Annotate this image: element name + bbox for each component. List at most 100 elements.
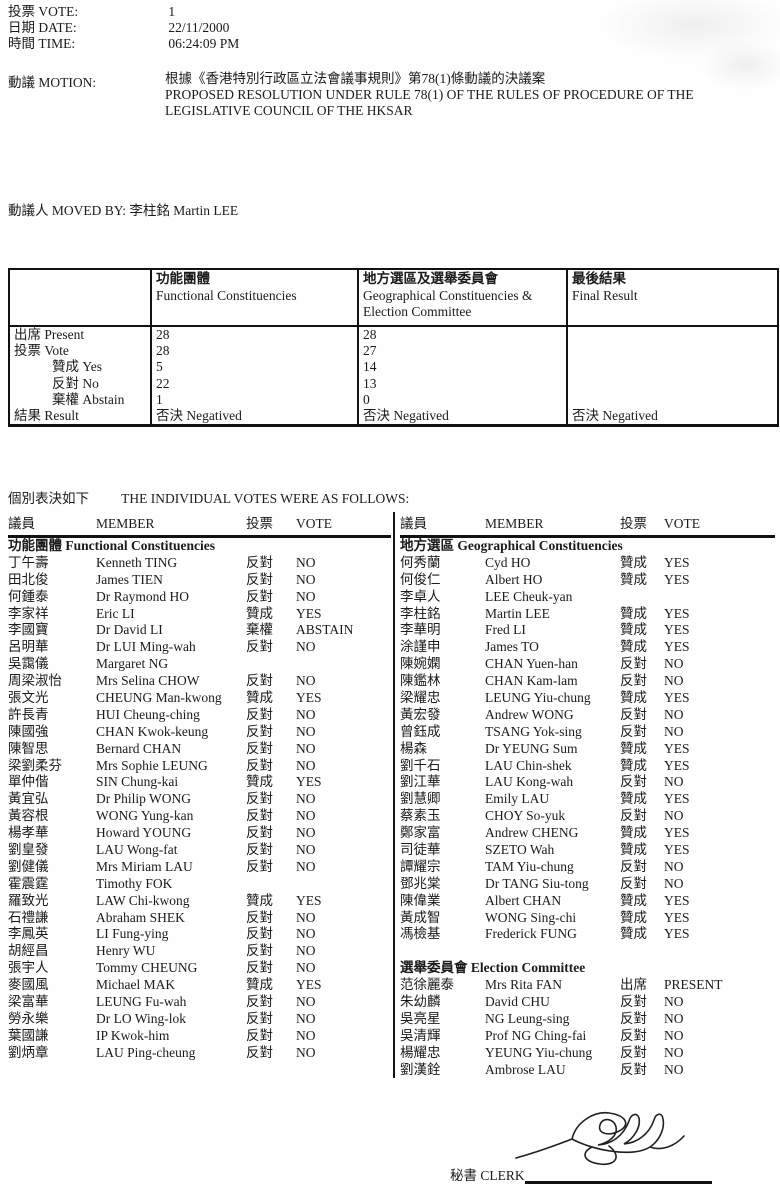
member-name-en: Andrew WONG: [485, 706, 574, 722]
vote-value-en: YES: [296, 892, 322, 908]
vote-value-zh: [620, 589, 664, 606]
member-name-zh: 黃宏發: [400, 706, 441, 722]
vote-value-zh: 贊成: [620, 825, 647, 841]
vote-value-zh: 贊成: [620, 740, 647, 756]
member-name-en: Dr YEUNG Sum: [485, 740, 578, 756]
member-name-en: WONG Sing-chi: [485, 909, 577, 925]
vote-value-zh: 棄權: [246, 622, 273, 638]
vote-value-en: NO: [664, 774, 684, 790]
vote-value-en: YES: [296, 774, 322, 790]
vote-value-en: YES: [664, 690, 690, 706]
member-name-en: Mrs Miriam LAU: [96, 858, 193, 874]
summary-functional-value: 28: [150, 327, 357, 344]
vote-value-en: NO: [296, 1027, 316, 1043]
summary-header-zh: 最後結果: [572, 271, 626, 286]
vote-value-zh: 贊成: [620, 605, 647, 621]
summary-row: 反對 No 22 13: [10, 375, 777, 392]
member-name-zh: 劉千石: [400, 757, 441, 773]
vote-value-en: NO: [296, 825, 316, 841]
vote-value-en: NO: [664, 858, 684, 874]
member-name-zh: 黃成智: [400, 909, 441, 925]
vote-value-en: YES: [664, 926, 690, 942]
votes-rows: 地方選區 Geographical Constituencies 何秀蘭 Cyd…: [400, 538, 775, 1079]
member-name-en: Tommy CHEUNG: [96, 960, 198, 976]
summary-final-value: [566, 391, 777, 408]
vote-value-en: NO: [664, 994, 684, 1010]
vote-value-zh: 反對: [620, 774, 647, 790]
member-name-zh: 張宇人: [8, 960, 49, 976]
member-name-zh: 單仲偕: [8, 774, 49, 790]
summary-header-zh: 地方選區及選舉委員會: [363, 271, 498, 286]
column-divider: [393, 512, 395, 1078]
summary-row-label: 棄權 Abstain: [52, 391, 125, 407]
vote-row: 陳偉業 Albert CHAN 贊成 YES: [400, 893, 775, 910]
member-name-zh: 陳婉嫻: [400, 656, 441, 672]
vote-value-zh: 贊成: [620, 791, 647, 807]
vote-value-en: NO: [296, 639, 316, 655]
vote-value-zh: 反對: [620, 875, 647, 891]
summary-functional-value: 5: [150, 359, 357, 376]
member-name-zh: 范徐麗泰: [400, 977, 454, 993]
vote-row: 李家祥 Eric LI 贊成 YES: [8, 606, 391, 623]
vote-row: 選舉委員會 Election Committee: [400, 960, 775, 977]
motion-block: 動議 MOTION: 根據《香港特別行政區立法會議事規則》第78(1)條動議的決…: [8, 71, 772, 119]
info-label: 時間 TIME:: [8, 36, 76, 51]
member-name-en: Howard YOUNG: [96, 825, 192, 841]
member-name-en: LEUNG Yiu-chung: [485, 690, 591, 706]
vote-row: 葉國謙 IP Kwok-him 反對 NO: [8, 1028, 391, 1045]
vote-value-zh: 反對: [246, 554, 273, 570]
vote-value-zh: 贊成: [620, 842, 647, 858]
vote-row: 何鍾泰 Dr Raymond HO 反對 NO: [8, 589, 391, 606]
vote-value-zh: 反對: [246, 639, 273, 655]
vote-row: 劉江華 LAU Kong-wah 反對 NO: [400, 774, 775, 791]
member-name-zh: 吳清輝: [400, 1027, 441, 1043]
member-name-en: LAW Chi-kwong: [96, 892, 190, 908]
vote-value-zh: 贊成: [620, 690, 647, 706]
summary-table: 功能團體 Functional Constituencies 地方選區及選舉委員…: [8, 268, 779, 428]
vote-row: 曾鈺成 TSANG Yok-sing 反對 NO: [400, 724, 775, 741]
member-name-zh: [400, 943, 485, 960]
vote-row: 吳亮星 NG Leung-sing 反對 NO: [400, 1011, 775, 1028]
member-name-zh: 吳亮星: [400, 1010, 441, 1026]
vote-value-en: [664, 538, 775, 555]
vote-value-zh: 反對: [246, 1044, 273, 1060]
summary-row-label: 結果 Result: [14, 407, 79, 423]
vote-value-en: YES: [296, 690, 322, 706]
motion-text-zh: 根據《香港特別行政區立法會議事規則》第78(1)條動議的決議案: [165, 71, 546, 86]
vote-value-zh: 贊成: [620, 554, 647, 570]
vote-value-zh: 反對: [620, 1061, 647, 1077]
vote-row: 劉炳章 LAU Ping-cheung 反對 NO: [8, 1045, 391, 1062]
vote-value-zh: 贊成: [246, 892, 273, 908]
vote-value-en: NO: [296, 673, 316, 689]
vote-value-zh: 反對: [620, 1010, 647, 1026]
summary-final-value: [566, 375, 777, 392]
scan-smudge: [700, 40, 780, 90]
vote-row: 陳婉嫻 CHAN Yuen-han 反對 NO: [400, 656, 775, 673]
vote-value-zh: 反對: [246, 858, 273, 874]
vote-value-zh: 反對: [620, 656, 647, 672]
vote-value-zh: 出席: [620, 977, 647, 993]
vote-value-zh: 反對: [246, 926, 273, 942]
vote-value-en: [664, 943, 775, 960]
vote-row: 黃宜弘 Dr Philip WONG 反對 NO: [8, 791, 391, 808]
vote-value-zh: 反對: [620, 1044, 647, 1060]
member-name-zh: 李家祥: [8, 605, 49, 621]
vote-value-en: YES: [664, 639, 690, 655]
vote-value-zh: 反對: [246, 909, 273, 925]
summary-header-row: 功能團體 Functional Constituencies 地方選區及選舉委員…: [10, 270, 777, 327]
vote-row: 張宇人 Tommy CHEUNG 反對 NO: [8, 960, 391, 977]
member-name-zh: 黃容根: [8, 808, 49, 824]
clerk-signature-block: 秘書 CLERK: [450, 1112, 740, 1190]
vote-value-en: NO: [664, 1010, 684, 1026]
vote-value-zh: 贊成: [620, 892, 647, 908]
vote-row: 功能團體 Functional Constituencies: [8, 538, 391, 555]
member-name-zh: 朱幼麟: [400, 994, 441, 1010]
vote-value-zh: [620, 943, 664, 960]
summary-header-functional: 功能團體 Functional Constituencies: [150, 270, 357, 325]
vote-row: 劉皇發 LAU Wong-fat 反對 NO: [8, 842, 391, 859]
member-name-en: Ambrose LAU: [485, 1061, 566, 1077]
member-name-en: Kenneth TING: [96, 554, 178, 570]
member-name-zh: 劉健儀: [8, 858, 49, 874]
vote-row: 李卓人 LEE Cheuk-yan: [400, 589, 775, 606]
member-name-zh: 劉漢銓: [400, 1061, 441, 1077]
